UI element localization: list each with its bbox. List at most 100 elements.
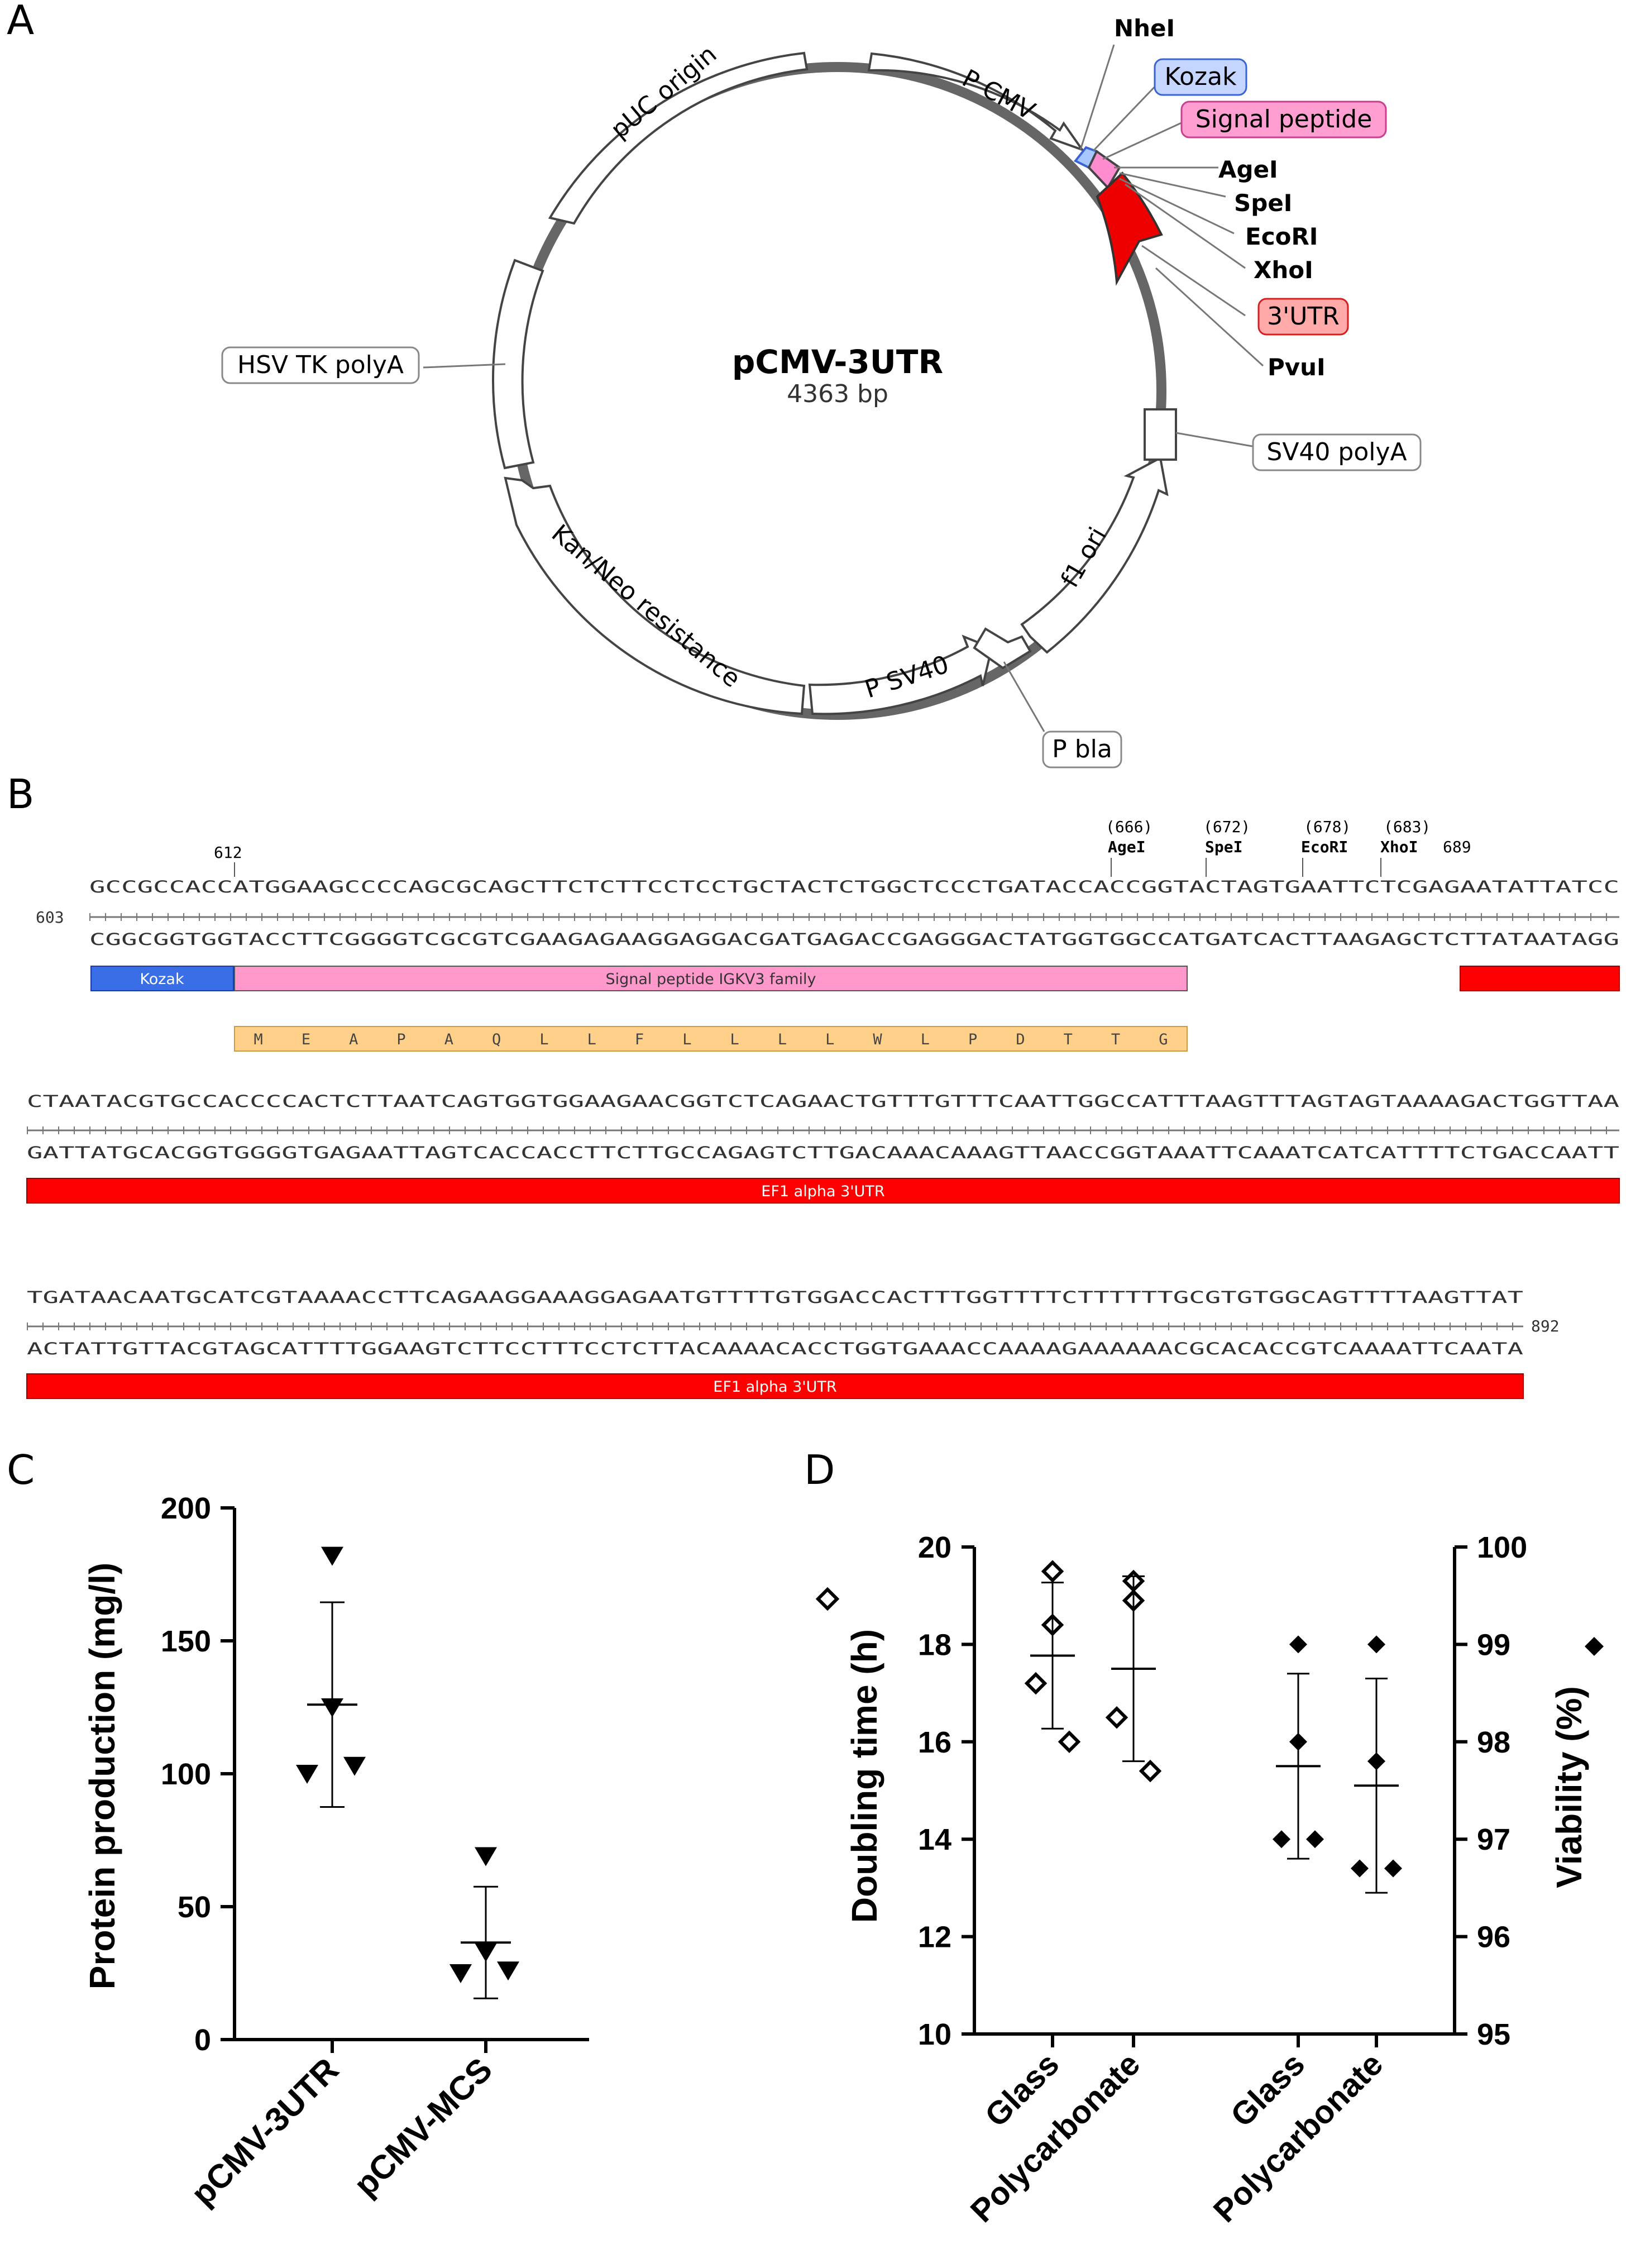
aa-translation-bar [234,1026,1188,1052]
plasmid-map: pCMV-3UTR 4363 bp P CMV pUC origin Kan/N… [221,15,1422,768]
aa-letter: L [539,1031,548,1048]
site-name-xhoi: XhoI [1380,838,1418,856]
d-data-point [1139,1759,1162,1783]
c-y-title: Protein production (mg/l) [82,1563,122,1989]
chart-doubling-viability: 10 12 14 16 18 20 95 96 97 98 99 100 Doubling time … [815,1531,1604,2229]
panel-label-b: B [7,771,35,818]
d-left-tick-label: 16 [918,1726,951,1759]
utr-bar-row2-label: EF1 alpha 3'UTR [761,1183,884,1200]
c-data-point [343,1756,366,1776]
d-right-title: Viability (%) [1549,1686,1589,1888]
aa-letter: L [825,1031,834,1048]
site-xhoi: XhoI [1254,256,1313,284]
puc-origin-arrow [548,51,809,225]
d-right-tick-label: 100 [1477,1531,1527,1564]
plasmid-size: 4363 bp [787,380,888,408]
sequence-map: (666) AgeI (672) SpeI (678) EcoRI (683) … [26,818,1620,1399]
pos-603: 603 [36,908,64,927]
plasmid-name: pCMV-3UTR [732,343,943,381]
d-data-point [1289,1635,1307,1654]
seq-row2-top: CTAATACGTGCCACCCCACTCTTAATCAGTGGTGGAAGAA… [27,1092,1619,1111]
c-y-tick-label: 100 [161,1758,211,1791]
site-pos-ecori: (678) [1304,818,1351,836]
pbla-label: P bla [1052,735,1112,763]
site-pvui: PvuI [1268,354,1326,381]
c-x-label: pCMV-3UTR [184,2051,346,2213]
aa-letter: D [1016,1031,1025,1048]
signal-bar-label: Signal peptide IGKV3 family [606,971,816,988]
seq-row3-bottom: ACTATTGTTACGTAGCATTTTGGAAGTCTTCCTTTCCTCT… [27,1339,1523,1358]
d-data-point [1041,1560,1064,1583]
d-right-tick-label: 99 [1477,1628,1510,1661]
c-data-point [449,1964,472,1983]
utr-bar-row1 [1460,966,1620,991]
site-nhei: NheI [1114,15,1175,42]
site-pos-spei: (672) [1203,818,1250,836]
hsv-tk-polya-box [492,259,544,470]
site-name-agei: AgeI [1108,838,1145,856]
seq-row1-bottom: CGGCGGTGGTACCTTCGGGGTCGCGTCGAAGAGAAGGAGG… [89,930,1619,949]
c-data-point [475,1847,497,1866]
d-data-point [1351,1859,1369,1878]
d-data-point [1024,1672,1048,1695]
d-left-tick-label: 10 [918,2018,951,2051]
d-data-point [1273,1830,1290,1849]
pos-612: 612 [214,843,242,862]
c-y-tick-label: 200 [161,1492,211,1525]
aa-letter: L [682,1031,691,1048]
d-data-point [1384,1859,1402,1878]
seq-row2-bottom: GATTATGCACGGTGGGGTGAGAATTAGTCACCACCTTCTT… [27,1143,1619,1162]
kozak-bar-label: Kozak [140,971,184,988]
chart-protein-production: 0 50 100 150 200 Protein production (mg/l) p… [82,1492,589,2213]
c-y-tick-label: 150 [161,1625,211,1658]
psv40-arrow [808,634,993,715]
aa-letter: P [396,1031,405,1048]
utr-bar-row3-label: EF1 alpha 3'UTR [713,1378,836,1396]
utr-bar-row2 [26,1178,1620,1204]
d-left-tick-label: 12 [918,1921,951,1954]
site-name-ecori: EcoRI [1301,838,1348,856]
site-agei: AgeI [1218,156,1278,183]
site-spei: SpeI [1234,189,1292,217]
d-left-tick-label: 18 [918,1628,951,1661]
c-data-point [321,1546,343,1566]
signal-label-box [1180,101,1387,139]
kan-neo-arrow [504,476,806,715]
aa-letter: L [587,1031,596,1048]
sv40polya-label-box [1252,433,1422,471]
d-legend-doubling-marker [815,1587,840,1611]
d-data-point [1306,1830,1324,1849]
d-data-point [1367,1635,1385,1654]
d-legend-viability-marker [1585,1637,1604,1656]
site-ecori: EcoRI [1245,223,1318,250]
sv40polya-label: SV40 polyA [1266,438,1407,466]
signal-bar [234,966,1188,991]
aa-letter: M [254,1031,263,1048]
aa-letter: T [1064,1031,1073,1048]
d-right-tick-label: 95 [1477,2018,1510,2051]
signal-label: Signal peptide [1195,105,1372,133]
c-y-tick-label: 50 [178,1890,211,1924]
pbla-label-box [1042,730,1122,768]
d-right-tick-label: 96 [1477,1921,1510,1954]
aa-letter: Q [492,1031,501,1048]
site-name-spei: SpeI [1205,838,1242,856]
aa-letter: E [302,1031,310,1048]
utr-label-box [1257,298,1349,336]
kozak-label-box [1154,58,1247,96]
panel-label-c: C [7,1446,35,1493]
pcmv-arrow [867,52,1085,152]
site-pos-agei: (666) [1106,818,1152,836]
d-left-tick-label: 14 [918,1823,951,1856]
aa-letter: W [873,1031,882,1048]
aa-letter: A [349,1031,358,1048]
aa-letter: F [635,1031,644,1048]
kozak-label: Kozak [1164,63,1237,91]
utr-bar-row3 [26,1373,1524,1399]
pos-892: 892 [1531,1317,1560,1335]
aa-letter: L [778,1031,787,1048]
seq-row3-top: TGATAACAATGCATCGTAAAACCTTCAGAAGGAAAGGAGA… [27,1288,1523,1307]
d-data-point [1105,1706,1128,1729]
seq-row1-top: GCCGCCACCATGGAAGCCCCAGCGCAGCTTCTCTTCCTCC… [89,877,1619,896]
aa-letter: L [730,1031,739,1048]
